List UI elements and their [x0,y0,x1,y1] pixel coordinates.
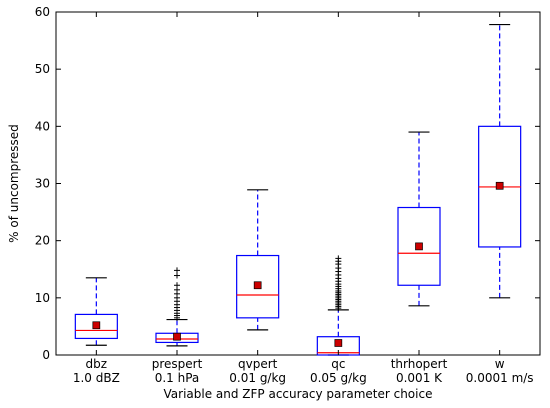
x-tick-label-param: 0.01 g/kg [229,371,286,385]
y-tick-label: 50 [35,62,50,76]
x-axis-label: Variable and ZFP accuracy parameter choi… [164,387,433,401]
x-tick-label-param: 0.001 K [396,371,443,385]
x-tick-label-name: w [495,357,505,371]
box-dbz [74,277,118,346]
mean-marker [253,281,262,290]
x-tick-label-param: 0.1 hPa [155,371,200,385]
y-tick-label: 0 [42,348,50,362]
x-tick-label-param: 1.0 dBZ [73,371,120,385]
y-tick-label: 10 [35,291,50,305]
x-tick-label-name: qvpert [238,357,278,371]
mean-marker [495,181,504,190]
box-qc [316,255,360,356]
iqr-box [397,206,441,286]
y-tick-label: 40 [35,119,50,133]
mean-marker [415,242,423,251]
x-tick-label-name: thrhopert [391,357,448,371]
mean-marker [92,321,101,330]
y-tick-label: 20 [35,234,50,248]
box-qvpert [236,189,280,331]
iqr-box [74,313,118,340]
plot-area [55,11,541,356]
box-prespert [155,267,199,347]
x-tick-label-name: prespert [152,357,203,371]
x-tick-label-param: 0.05 g/kg [310,371,367,385]
y-tick-label: 30 [35,177,50,191]
boxes [74,23,522,356]
x-tick-label-name: qc [331,357,345,371]
mean-marker [173,332,181,341]
mean-marker [334,339,343,347]
box-w [478,23,522,299]
x-tick-label-name: dbz [86,357,108,371]
y-ticks: 0 10 20 30 40 50 60 [35,5,540,362]
y-tick-label: 60 [35,5,50,19]
iqr-box [236,254,280,319]
x-tick-label-param: 0.0001 m/s [466,371,534,385]
box-thrhopert [397,131,441,307]
y-axis-label: % of uncompressed [7,124,21,243]
